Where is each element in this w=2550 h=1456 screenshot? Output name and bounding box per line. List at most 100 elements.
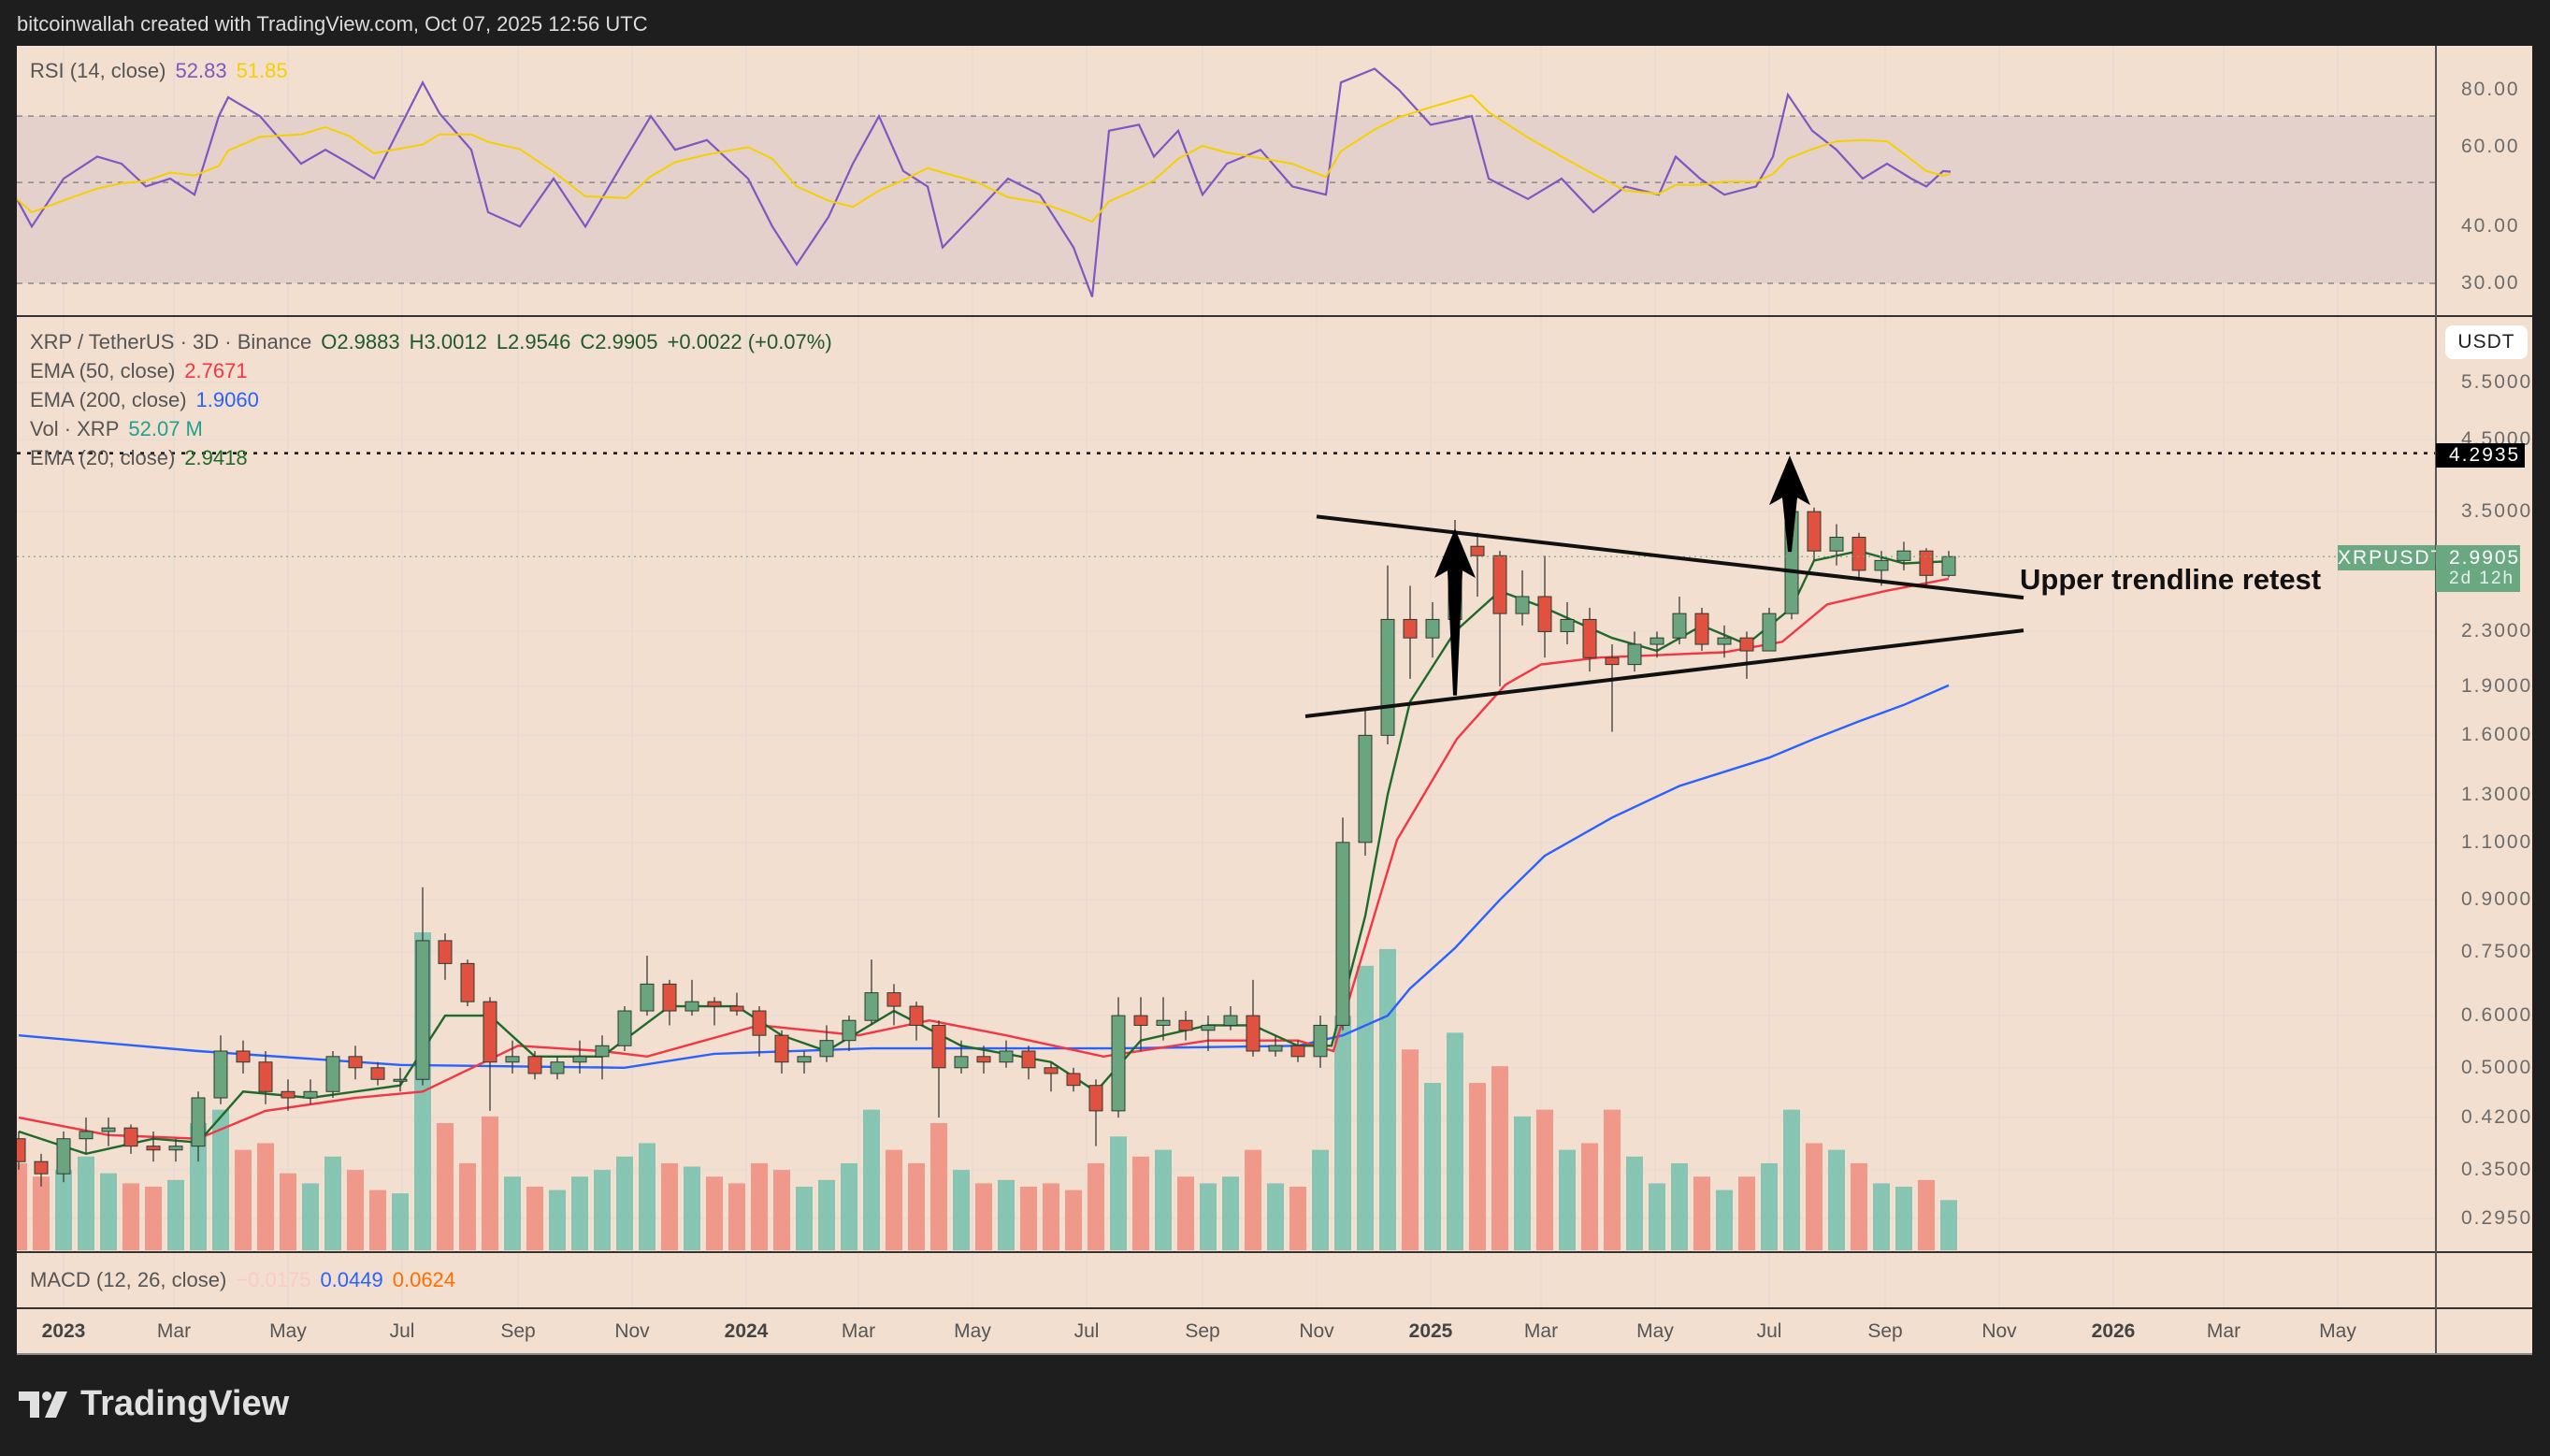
time-tick-label: Nov <box>1981 1320 2017 1342</box>
tradingview-logo[interactable]: TradingView <box>19 1384 289 1424</box>
candle <box>213 1035 228 1104</box>
macd-signal-value: 0.0624 <box>392 1268 456 1291</box>
candle-body-down <box>1537 596 1552 632</box>
volume-bar <box>1783 1109 1800 1250</box>
volume-bar <box>1514 1116 1531 1250</box>
volume-bar <box>504 1176 521 1250</box>
volume-bar <box>751 1162 768 1250</box>
price-tick-label: 5.5000 <box>2461 371 2533 393</box>
volume-bar <box>1536 1109 1553 1250</box>
candle-body-down <box>527 1056 542 1074</box>
ema20-legend[interactable]: EMA (20, close) 2.9418 <box>30 446 257 470</box>
rsi-pane <box>17 67 1952 297</box>
candle <box>1246 979 1261 1057</box>
candle-body-down <box>1470 545 1485 556</box>
close-value: C2.9905 <box>580 330 658 353</box>
candle-body-down <box>1851 537 1866 571</box>
ema50-legend[interactable]: EMA (50, close) 2.7671 <box>30 359 257 383</box>
candle-body-up <box>1650 637 1664 645</box>
volume-bar <box>1559 1149 1576 1250</box>
candle-body-down <box>1290 1045 1305 1058</box>
rsi-value: 52.83 <box>175 59 227 82</box>
volume-bar <box>1851 1162 1867 1250</box>
candle-body-up <box>1941 555 1956 576</box>
candle-body-down <box>662 983 677 1012</box>
macd-value: 0.0449 <box>320 1268 383 1291</box>
candle <box>999 1040 1014 1068</box>
time-tick-label: Sep <box>1867 1320 1903 1342</box>
candle-body-down <box>1807 511 1822 552</box>
candle-body-down <box>348 1056 363 1069</box>
symbol-legend[interactable]: XRP / TetherUS · 3D · Binance O2.9883 H3.0… <box>30 330 842 354</box>
candle-body-down <box>438 940 453 964</box>
candle-body-up <box>1627 643 1642 666</box>
candle <box>774 1030 789 1074</box>
time-tick-label: Nov <box>1299 1320 1334 1342</box>
price-tick-label: 1.3000 <box>2461 783 2533 805</box>
currency-button[interactable]: USDT <box>2445 325 2528 359</box>
candle-body-down <box>931 1024 946 1069</box>
candle-body-down <box>707 1001 722 1007</box>
time-tick-label: Nov <box>614 1320 650 1342</box>
candle-body-up <box>79 1131 94 1140</box>
volume-bar <box>167 1179 184 1250</box>
candle <box>1739 631 1754 679</box>
macd-legend[interactable]: MACD (12, 26, close) −0.0175 0.0449 0.0624 <box>30 1268 465 1292</box>
volume-bar <box>1738 1176 1755 1250</box>
volume-bar <box>1110 1136 1127 1250</box>
candle <box>640 955 655 1016</box>
candle <box>1672 596 1687 645</box>
candle <box>1313 1016 1328 1068</box>
volume-bar <box>235 1149 252 1250</box>
candle-body-up <box>56 1138 71 1175</box>
candle <box>976 1045 991 1074</box>
candle <box>281 1079 295 1111</box>
last-price-tag: 2.9905 2d 12h <box>2436 545 2520 592</box>
candle-body-up <box>1111 1015 1126 1112</box>
volume-bar <box>324 1156 341 1250</box>
volume-bar <box>33 1176 50 1250</box>
candle <box>483 997 497 1111</box>
candle <box>348 1045 363 1080</box>
candle-body-up <box>325 1056 340 1092</box>
candle <box>303 1079 318 1104</box>
annotations <box>17 452 2436 719</box>
candle-body-down <box>1088 1085 1103 1112</box>
candle-body-down <box>1066 1073 1081 1087</box>
candle-body-up <box>1425 618 1440 639</box>
volume-bar <box>1761 1162 1778 1250</box>
candle <box>1582 607 1597 672</box>
volume-bar <box>459 1162 476 1250</box>
candle-body-up <box>617 1010 632 1046</box>
volume-bar <box>145 1187 162 1250</box>
candle-body-down <box>17 1138 26 1162</box>
candle <box>1021 1045 1036 1080</box>
ema50-label: EMA (50, close) <box>30 359 176 382</box>
rsi-legend[interactable]: RSI (14, close) 52.83 51.85 <box>30 59 297 83</box>
candle-body-up <box>842 1019 857 1042</box>
candle <box>550 1056 565 1080</box>
volume-bar <box>100 1173 117 1250</box>
volume-bar <box>1469 1083 1486 1250</box>
volume-legend[interactable]: Vol · XRP 52.07 M <box>30 417 212 441</box>
volume-bar <box>571 1176 588 1250</box>
volume-bar <box>594 1170 611 1250</box>
candle <box>101 1117 116 1146</box>
candles <box>17 499 1956 1187</box>
rsi-line <box>17 67 1952 297</box>
candle-body-up <box>1672 613 1687 639</box>
candle <box>258 1050 273 1104</box>
ema200-legend[interactable]: EMA (200, close) 1.9060 <box>30 388 268 412</box>
arrow-up-icon <box>1769 455 1810 553</box>
volume-bar <box>526 1187 543 1250</box>
volume-bar <box>1424 1083 1441 1250</box>
time-tick-label: Mar <box>2206 1320 2241 1342</box>
candle <box>1066 1067 1081 1092</box>
volume-bar <box>1065 1189 1082 1250</box>
candle-body-down <box>752 1010 767 1036</box>
volume-bar <box>1132 1156 1149 1250</box>
candle <box>1896 541 1911 570</box>
top-bar: bitcoinwallah created with TradingView.c… <box>0 0 2550 46</box>
volume-bar <box>684 1166 700 1250</box>
